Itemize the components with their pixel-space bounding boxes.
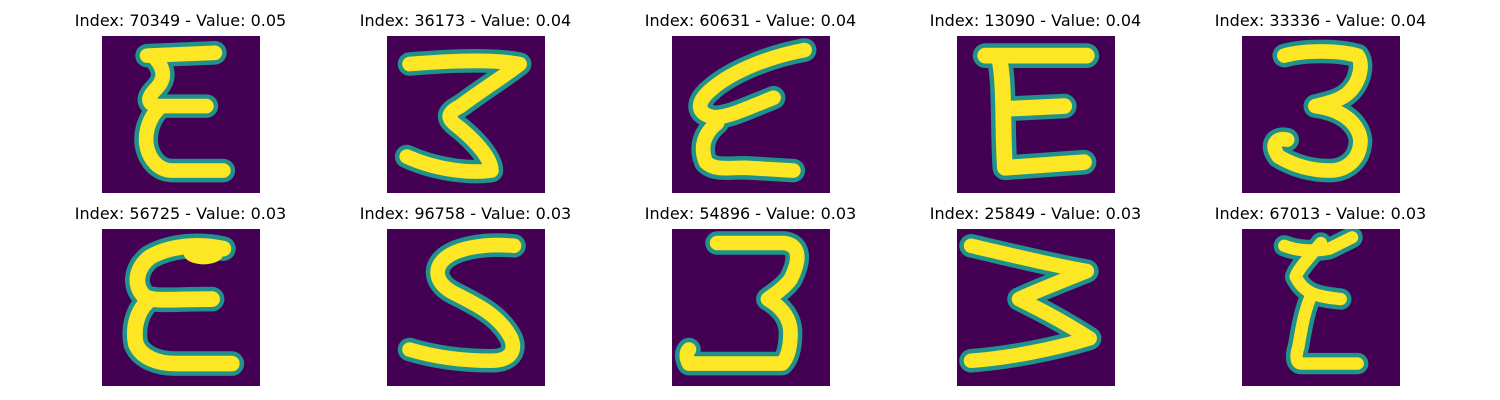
glyph-e-round: [122, 233, 245, 376]
glyph-s-shape: [397, 233, 526, 373]
glyph-e-narrow: [134, 41, 236, 183]
panel-3: Index: 60631 - Value: 0.04: [608, 0, 893, 193]
panel-6: Index: 56725 - Value: 0.03: [38, 193, 323, 386]
glyph-3-round: [1262, 39, 1373, 183]
panel-title: Index: 67013 - Value: 0.03: [1214, 204, 1427, 223]
glyph-3-wide: [394, 49, 532, 184]
handwritten-glyph-image: [957, 36, 1115, 193]
handwritten-glyph-image: [672, 36, 830, 193]
handwritten-glyph-image: [672, 229, 830, 386]
panel-8: Index: 54896 - Value: 0.03: [608, 193, 893, 386]
panel-title: Index: 54896 - Value: 0.03: [644, 204, 857, 223]
handwritten-glyph-image: [102, 36, 260, 193]
panel-10: Index: 67013 - Value: 0.03: [1178, 193, 1463, 386]
panel-title: Index: 96758 - Value: 0.03: [359, 204, 572, 223]
glyph-3-underline: [674, 231, 810, 376]
panel-2: Index: 36173 - Value: 0.04: [323, 0, 608, 193]
panel-title: Index: 33336 - Value: 0.04: [1214, 11, 1427, 30]
panel-title: Index: 36173 - Value: 0.04: [359, 11, 572, 30]
panel-title: Index: 56725 - Value: 0.03: [74, 204, 287, 223]
panel-title: Index: 70349 - Value: 0.05: [74, 11, 287, 30]
panel-5: Index: 33336 - Value: 0.04: [1178, 0, 1463, 193]
panel-title: Index: 25849 - Value: 0.03: [929, 204, 1142, 223]
panel-9: Index: 25849 - Value: 0.03: [893, 193, 1178, 386]
panel-title: Index: 13090 - Value: 0.04: [929, 11, 1142, 30]
panel-title: Index: 60631 - Value: 0.04: [644, 11, 857, 30]
handwritten-glyph-image: [387, 36, 545, 193]
panel-7: Index: 96758 - Value: 0.03: [323, 193, 608, 386]
handwritten-glyph-image: [957, 229, 1115, 386]
glyph-w-sideways: [959, 234, 1102, 373]
glyph-e-thin: [1273, 229, 1369, 375]
glyph-e-block: [972, 43, 1100, 181]
handwritten-glyph-image: [102, 229, 260, 386]
panel-1: Index: 70349 - Value: 0.05: [38, 0, 323, 193]
handwritten-glyph-image: [387, 229, 545, 386]
panel-4: Index: 13090 - Value: 0.04: [893, 0, 1178, 193]
glyph-e-slanted: [688, 38, 817, 183]
handwritten-glyph-image: [1242, 36, 1400, 193]
handwritten-glyph-image: [1242, 229, 1400, 386]
